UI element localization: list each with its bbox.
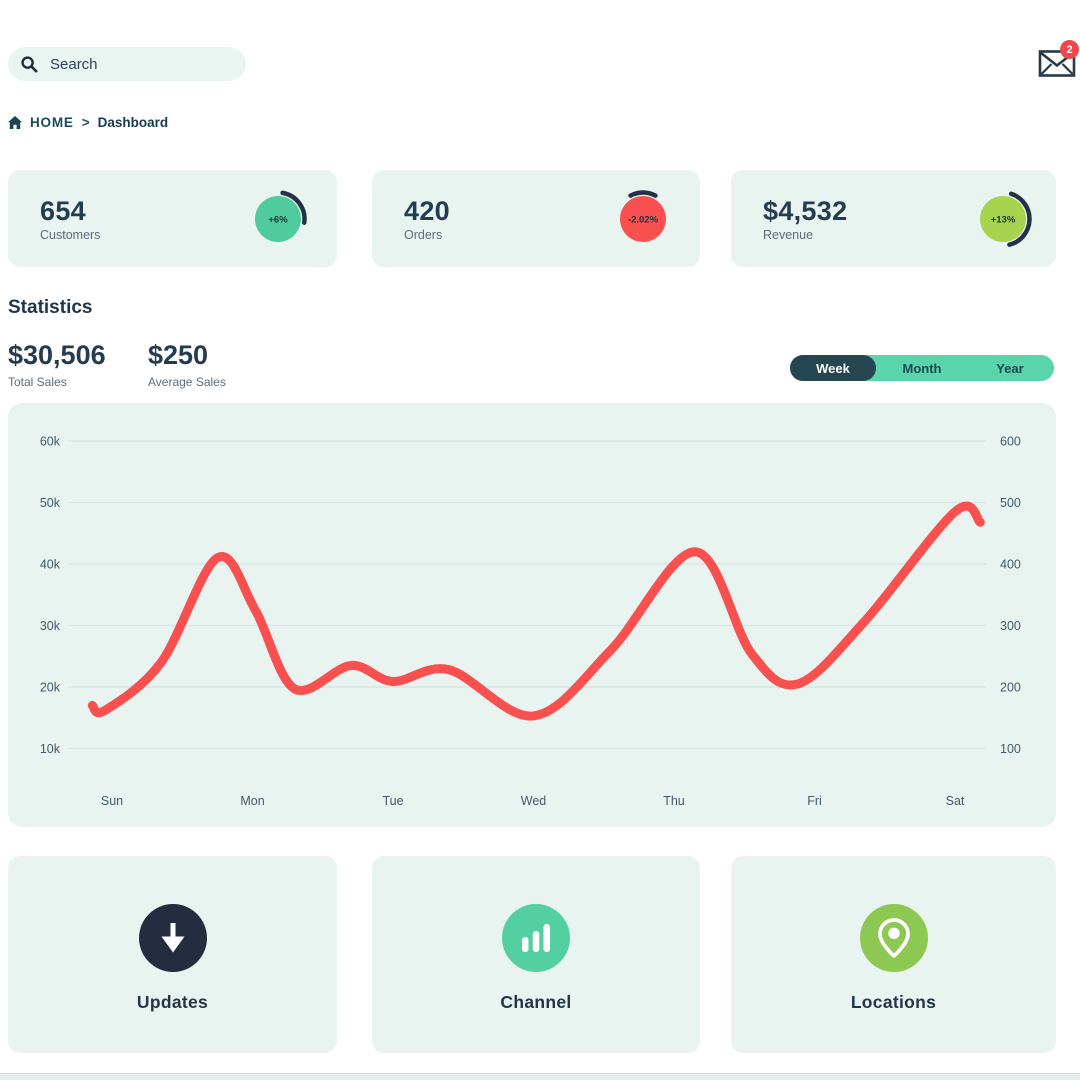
toggle-month[interactable]: Month [902, 360, 942, 376]
x-axis-tick: Wed [521, 794, 547, 808]
orders-value: 420 [404, 196, 450, 226]
home-icon [8, 116, 22, 129]
sales-line-series [87, 501, 985, 721]
y-axis-right-tick: 300 [1000, 619, 1021, 633]
y-axis-right-tick: 100 [1000, 742, 1021, 756]
y-axis-right-tick: 400 [1000, 558, 1021, 572]
toggle-week[interactable]: Week [816, 360, 850, 376]
x-axis-tick: Mon [240, 794, 264, 808]
channel-circle [502, 904, 570, 972]
updates-label: Updates [136, 992, 209, 1012]
search-icon [20, 55, 39, 74]
locations-label: Locations [850, 992, 937, 1012]
locations-card[interactable]: Locations [731, 856, 1056, 1053]
channel-card[interactable]: Channel [372, 856, 700, 1053]
average-sales-value: $250 [148, 340, 209, 370]
channel-label: Channel [500, 992, 572, 1012]
y-axis-left-tick: 50k [40, 496, 61, 510]
period-toggle: Week Month Year [790, 355, 1054, 381]
svg-text:+6%: +6% [268, 215, 288, 226]
total-sales-value: $30,506 [8, 340, 106, 370]
revenue-value: $4,532 [763, 196, 848, 226]
y-axis-right-tick: 600 [1000, 435, 1021, 449]
x-axis-tick: Tue [382, 794, 403, 808]
customers-label: Customers [40, 228, 101, 242]
search-bar[interactable] [8, 47, 246, 81]
average-sales-label: Average Sales [148, 375, 226, 389]
breadcrumb-current-page[interactable]: Dashboard [97, 115, 169, 130]
locations-circle [859, 904, 928, 972]
customers-value: 654 [40, 196, 86, 226]
x-axis-tick: Thu [663, 794, 685, 808]
search-input[interactable] [48, 54, 222, 74]
updates-card[interactable]: Updates [8, 856, 337, 1053]
toggle-year[interactable]: Year [996, 360, 1024, 376]
stat-card-revenue: $4,532 Revenue +13% [731, 170, 1056, 267]
y-axis-left-tick: 40k [40, 558, 61, 572]
breadcrumb-home-link[interactable]: HOME [30, 115, 74, 130]
mail-button[interactable]: 2 [1038, 40, 1080, 84]
y-axis-left-tick: 60k [40, 435, 61, 449]
x-axis-tick: Fri [807, 794, 822, 808]
revenue-label: Revenue [763, 228, 814, 242]
orders-trend-donut: -2.02% [620, 190, 666, 242]
y-axis-left-tick: 20k [40, 681, 61, 695]
breadcrumb-separator: > [81, 115, 90, 130]
arrow-down-icon [156, 920, 190, 956]
revenue-trend-donut: +13% [980, 191, 1032, 247]
y-axis-right-tick: 200 [1000, 681, 1021, 695]
stat-card-customers: 654 Customers +6% [8, 170, 337, 267]
next-section-edge [0, 1073, 1080, 1080]
statistics-title: Statistics [8, 297, 93, 318]
average-sales-summary: $250 Average Sales [148, 340, 226, 389]
sales-chart-panel: 60k 600 50k 500 40k 400 30k 300 20k 200 10k 100 Sun M… [8, 403, 1056, 827]
location-pin-icon [877, 918, 910, 958]
stat-card-orders: 420 Orders -2.02% [372, 170, 700, 267]
y-axis-left-tick: 30k [40, 619, 61, 633]
customers-trend-donut: +6% [255, 190, 307, 242]
total-sales-summary: $30,506 Total Sales [8, 340, 106, 389]
breadcrumb: HOME > Dashboard [8, 115, 168, 130]
notification-badge: 2 [1060, 40, 1079, 59]
period-toggle-selected-pill [790, 355, 876, 381]
y-axis-left-tick: 10k [40, 742, 61, 756]
svg-text:+13%: +13% [991, 215, 1016, 226]
orders-label: Orders [404, 228, 443, 242]
svg-text:-2.02%: -2.02% [628, 215, 659, 226]
mail-icon [1038, 48, 1080, 83]
x-axis-tick: Sun [101, 794, 123, 808]
y-axis-right-tick: 500 [1000, 496, 1021, 510]
sales-chart: 60k 600 50k 500 40k 400 30k 300 20k 200 10k 100 Sun M… [40, 435, 1021, 809]
x-axis-tick: Sat [946, 794, 965, 808]
updates-circle [138, 904, 207, 972]
bar-chart-icon [519, 922, 553, 954]
total-sales-label: Total Sales [8, 375, 67, 389]
